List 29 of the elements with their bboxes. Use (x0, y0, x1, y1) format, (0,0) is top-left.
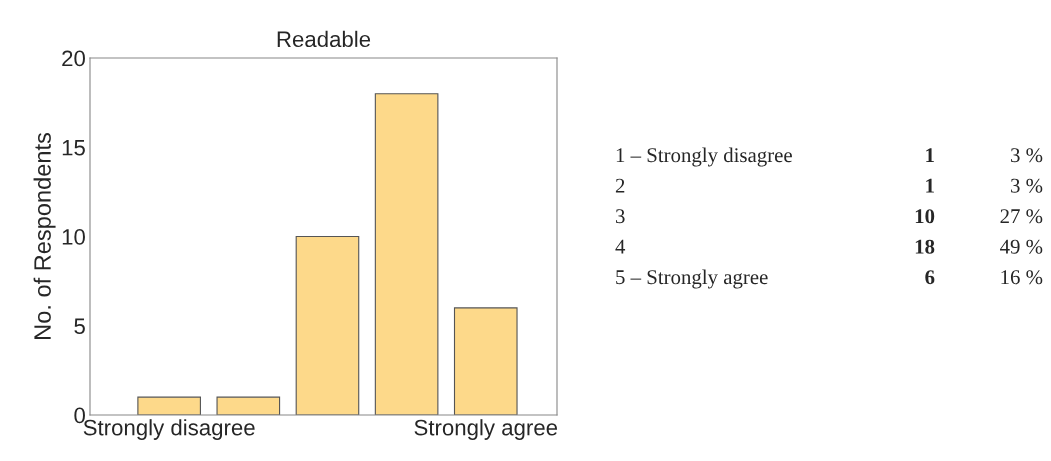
chart-title: Readable (277, 30, 371, 48)
text: 16 % (1001, 270, 1043, 285)
text: 1 (926, 178, 934, 193)
text: 3 % (1011, 178, 1043, 193)
x-tick-label: Strongly disagree (83, 419, 255, 440)
y-tick-label: 15 (62, 140, 85, 156)
y-axis-title: No. of Respondents (33, 133, 56, 339)
bar (137, 396, 201, 415)
text: 1 – Strongly disagree (616, 147, 792, 167)
y-tick-label: 0 (74, 407, 85, 424)
text: 10 (915, 209, 935, 224)
text: 5 – Strongly agree (616, 269, 768, 289)
y-tick-label: 20 (62, 50, 85, 67)
bar (453, 307, 518, 415)
text: 2 (615, 178, 625, 193)
x-tick-label: Strongly agree (414, 419, 558, 440)
text: 18 (915, 239, 935, 254)
y-tick-label: 5 (74, 318, 85, 335)
text: 1 (926, 148, 934, 163)
bar (295, 235, 360, 415)
text: 3 % (1011, 148, 1043, 163)
y-tick-label: 10 (62, 229, 85, 245)
text: 49 % (1000, 239, 1043, 254)
bar (374, 93, 439, 415)
text: 27 % (1000, 209, 1043, 224)
text: 4 (615, 239, 626, 254)
text: 6 (925, 270, 935, 285)
text: 3 (616, 209, 625, 224)
bar (216, 396, 281, 415)
